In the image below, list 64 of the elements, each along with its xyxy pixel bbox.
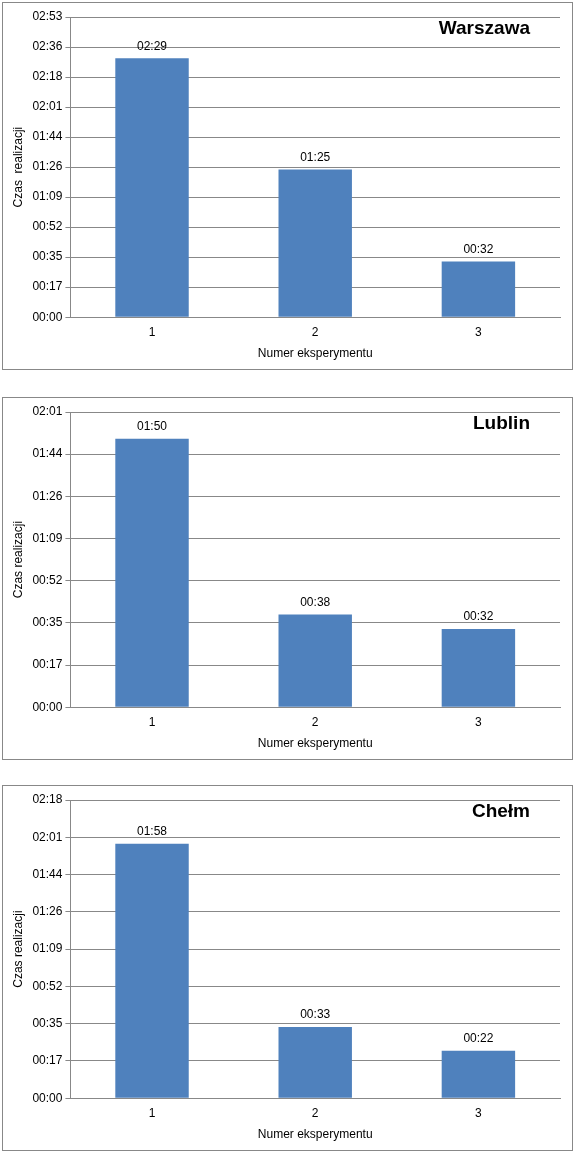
x-tick-label: 2 [311,714,319,729]
chart-title: Lublin [473,411,530,433]
y-tick-label: 02:36 [32,39,63,54]
y-tick-label: 02:01 [32,99,63,114]
y-tick-label: 00:52 [32,573,63,587]
y-tick-label: 02:01 [32,829,63,844]
bar [115,58,189,317]
bar [115,438,189,707]
data-label: 02:29 [137,38,168,53]
y-tick-label: 01:44 [32,866,63,881]
y-tick-label: 00:35 [32,1015,63,1030]
x-tick-label: 3 [475,714,483,729]
x-axis-title: Numer eksperymentu [257,346,373,361]
data-label: 00:33 [300,1007,331,1022]
y-tick-label: 01:26 [32,904,63,919]
x-axis-title: Numer eksperymentu [257,1127,373,1142]
y-tick-label: 01:26 [32,159,63,174]
y-tick-label: 00:00 [32,1090,63,1105]
y-tick-label: 01:26 [32,488,63,503]
y-tick-label: 02:18 [32,792,63,807]
y-tick-label: 02:01 [32,404,63,419]
x-tick-label: 2 [311,1105,319,1120]
data-label: 00:38 [300,594,331,609]
bar [278,169,352,317]
data-label: 00:32 [463,609,494,624]
bar [441,629,516,707]
chart-title: Chełm [471,799,530,821]
y-tick-label: 00:17 [32,279,63,294]
bar [441,261,516,317]
y-axis-title: Czas realizacji [10,126,25,208]
x-axis-title: Numer eksperymentu [257,736,373,751]
y-tick-label: 00:00 [32,699,63,714]
y-tick-label: 00:52 [32,219,63,234]
y-tick-label: 00:35 [32,249,63,264]
x-tick-label: 1 [148,324,156,339]
bar [278,1027,352,1098]
x-tick-label: 1 [148,714,156,729]
y-tick-label: 00:17 [32,657,63,672]
x-tick-label: 1 [148,1105,156,1120]
y-tick-label: 00:52 [32,978,63,993]
data-label: 00:22 [463,1031,494,1046]
bar [115,843,189,1098]
y-tick-label: 00:35 [32,615,63,630]
x-tick-label: 3 [475,1105,483,1120]
x-tick-label: 3 [475,324,483,339]
y-axis-title: Czas realizacji [10,910,25,988]
data-label: 00:32 [463,241,494,256]
data-label: 01:50 [137,419,168,434]
y-tick-label: 01:09 [32,530,63,545]
data-label: 01:25 [300,149,331,164]
y-tick-label: 01:44 [32,446,63,461]
y-tick-label: 01:09 [32,189,63,204]
chart-title: Warszawa [438,16,531,38]
x-tick-label: 2 [311,324,319,339]
y-tick-label: 01:44 [32,129,63,144]
bar [278,614,352,707]
y-tick-label: 02:53 [32,9,63,24]
y-tick-label: 00:00 [32,309,63,324]
data-label: 01:58 [137,823,168,838]
y-tick-label: 02:18 [32,69,63,84]
y-axis-title: Czas realizacji [10,520,25,599]
y-tick-label: 01:09 [32,941,63,956]
y-tick-label: 00:17 [32,1053,63,1068]
bar [441,1050,516,1098]
